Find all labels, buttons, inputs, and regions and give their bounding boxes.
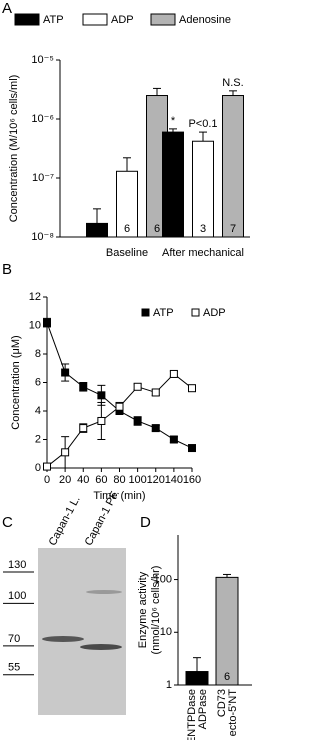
marker — [169, 435, 178, 444]
marker-label: 55 — [8, 662, 20, 674]
panel-letter: A — [2, 0, 12, 17]
x-tick-label: 20 — [59, 474, 71, 486]
y-axis-label: Concentration (M/10⁶ cells/ml) — [8, 75, 20, 223]
x-tick-label: 60 — [95, 474, 107, 486]
n-label: 4 — [194, 671, 200, 683]
y-tick-label: 8 — [35, 348, 41, 360]
y-axis-label: Concentration (μM) — [10, 335, 22, 429]
marker — [133, 416, 142, 425]
series-line — [46, 322, 193, 449]
marker — [115, 402, 124, 411]
figure: A B C D 10⁻⁸ 10⁻⁷ 10⁻⁶ 10⁻⁵ Concentration (M… — [2, 0, 252, 740]
legend-label: Adenosine — [179, 14, 231, 26]
x-tick-label: CD73 — [216, 689, 228, 717]
legend-marker — [141, 308, 150, 317]
panel-letter: D — [140, 514, 151, 531]
y-axis-label: Enzyme activity — [137, 571, 149, 648]
n-label: 7 — [94, 223, 100, 235]
n-label: 4 — [170, 223, 176, 235]
marker-label: 100 — [8, 590, 26, 602]
bar — [222, 95, 244, 238]
bar — [215, 576, 239, 686]
marker — [97, 391, 106, 400]
n-label: 6 — [154, 223, 160, 235]
marker-label: 70 — [8, 633, 20, 645]
x-tick-label: ADPase — [197, 689, 209, 729]
x-tick-label: 100 — [128, 474, 146, 486]
legend-swatch — [14, 13, 40, 26]
x-tick-label: 0 — [44, 474, 50, 486]
y-tick-label: 0 — [35, 462, 41, 474]
legend-label: ATP — [43, 14, 64, 26]
y-tick-label: 6 — [35, 376, 41, 388]
y-axis-label: (nmol/10⁶ cells/hr) — [150, 566, 162, 655]
n-label: 6 — [124, 223, 130, 235]
y-tick-label: 10⁻⁸ — [31, 231, 54, 243]
x-tick-label: 80 — [113, 474, 125, 486]
y-tick-label: 4 — [35, 405, 41, 417]
x-tick-label: Baseline — [106, 247, 148, 259]
y-tick-label: 12 — [29, 291, 41, 303]
legend-swatch — [150, 13, 176, 26]
lane-label: Capan-1 L. — [47, 494, 83, 548]
x-tick-label: After mechanical — [162, 247, 244, 259]
legend-swatch — [82, 13, 108, 26]
band — [42, 636, 84, 642]
marker — [151, 424, 160, 433]
y-tick-label: 10 — [160, 626, 172, 638]
y-tick-label: 100 — [154, 573, 172, 585]
marker — [61, 448, 70, 457]
y-tick-label: 10⁻⁵ — [31, 54, 54, 66]
bar — [162, 131, 184, 238]
n-label: 3 — [200, 223, 206, 235]
y-tick-label: 1 — [166, 679, 172, 691]
legend-label: ADP — [111, 14, 134, 26]
panel-letter: C — [2, 514, 13, 531]
annotation: * — [171, 115, 176, 127]
legend-label: ATP — [153, 307, 174, 319]
x-tick-label: ENTPDase — [186, 689, 198, 740]
marker — [169, 369, 178, 378]
x-tick-label: ecto-5'NT — [227, 689, 239, 737]
n-label: 7 — [230, 223, 236, 235]
marker — [79, 424, 88, 433]
panel-letter: B — [2, 261, 12, 278]
y-tick-label: 10⁻⁶ — [31, 113, 54, 125]
marker-label: 130 — [8, 559, 26, 571]
y-tick-label: 10 — [29, 319, 41, 331]
x-tick-label: 140 — [165, 474, 183, 486]
band — [80, 644, 122, 650]
x-axis-label: Time (min) — [93, 490, 145, 502]
legend-label: ADP — [203, 307, 226, 319]
annotation: N.S. — [222, 77, 243, 89]
annotation: P<0.1 — [188, 118, 217, 130]
y-tick-label: 10⁻⁷ — [32, 172, 54, 184]
marker — [61, 368, 70, 377]
marker — [151, 388, 160, 397]
blot — [38, 548, 126, 715]
x-tick-label: 160 — [183, 474, 201, 486]
y-tick-label: 2 — [35, 433, 41, 445]
marker — [43, 318, 51, 327]
legend-marker — [191, 308, 200, 317]
x-tick-label: 40 — [77, 474, 89, 486]
x-tick-label: 120 — [147, 474, 165, 486]
band — [86, 590, 122, 594]
marker — [79, 382, 88, 391]
marker — [188, 384, 196, 393]
n-label: 6 — [224, 671, 230, 683]
marker — [133, 382, 142, 391]
marker — [188, 444, 196, 453]
marker — [97, 416, 106, 425]
marker — [43, 462, 51, 471]
